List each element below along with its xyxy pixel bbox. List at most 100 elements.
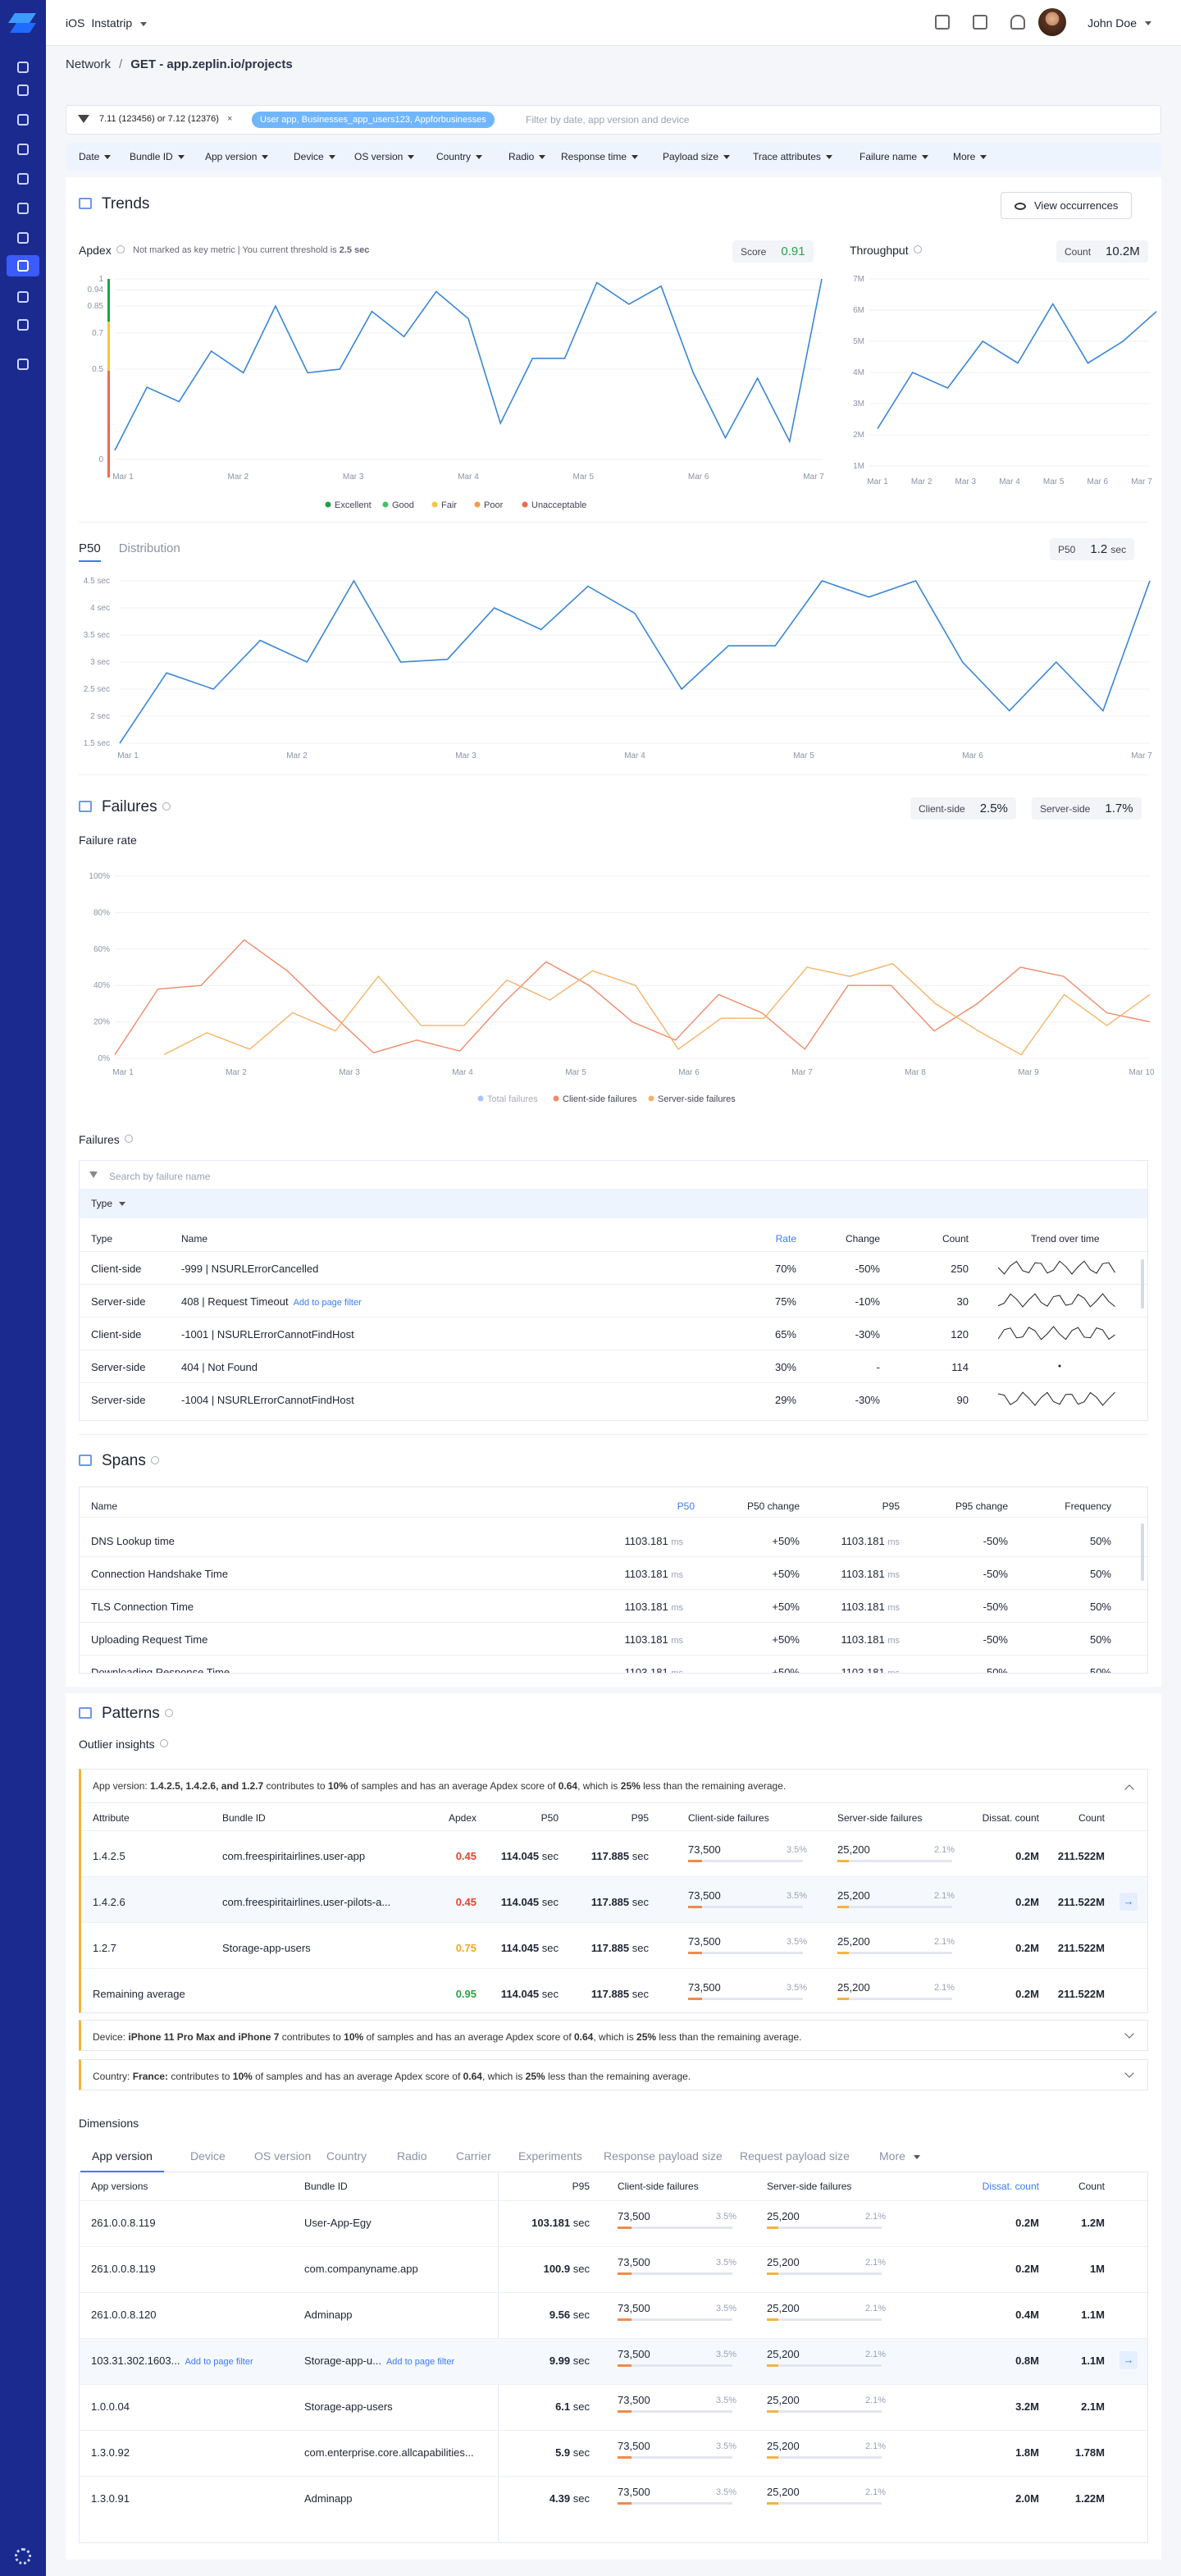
dashboard-icon[interactable]: [15, 82, 31, 98]
info-icon[interactable]: [124, 1135, 133, 1143]
package-icon[interactable]: [15, 171, 31, 187]
dimension-date[interactable]: Date: [79, 151, 112, 162]
failure-legend-item[interactable]: Total failures: [487, 1094, 538, 1104]
tab-device[interactable]: Device: [190, 2149, 226, 2163]
avatar[interactable]: [1038, 8, 1066, 36]
span-name[interactable]: Connection Handshake Time: [91, 1568, 228, 1580]
chevron-up-icon[interactable]: [1124, 1784, 1134, 1794]
bundle-id-value[interactable]: Adminapp: [304, 2309, 353, 2321]
dimensions-header-count[interactable]: Count: [1078, 2181, 1105, 2192]
dimension-failure-name[interactable]: Failure name: [860, 151, 929, 162]
span-name[interactable]: TLS Connection Time: [91, 1601, 194, 1613]
info-icon[interactable]: [116, 245, 125, 253]
image-icon[interactable]: [15, 230, 31, 246]
failures-header-change[interactable]: Change: [845, 1233, 880, 1245]
chevron-down-icon[interactable]: [1145, 21, 1151, 25]
span-name[interactable]: DNS Lookup time: [91, 1535, 175, 1547]
document-icon[interactable]: [973, 15, 987, 30]
dimension-app-version[interactable]: App version: [205, 151, 269, 162]
spans-header-p95[interactable]: P95: [882, 1500, 900, 1512]
dimension-more[interactable]: More: [953, 151, 987, 162]
app-version-value[interactable]: 1.0.0.04: [91, 2400, 130, 2413]
dimension-response-time[interactable]: Response time: [561, 151, 639, 162]
bundle-id-value[interactable]: com.enterprise.core.allcapabilities...: [304, 2446, 474, 2459]
chevron-down-icon[interactable]: [1124, 2029, 1134, 2039]
apps-icon[interactable]: [15, 356, 31, 372]
arrow-right-icon[interactable]: →: [1119, 2351, 1138, 2369]
dimension-payload-size[interactable]: Payload size: [663, 151, 731, 162]
failure-name[interactable]: -999 | NSURLErrorCancelled: [181, 1263, 319, 1275]
user-name[interactable]: John Doe: [1088, 16, 1137, 30]
app-version-value[interactable]: 261.0.0.8.119: [91, 2263, 156, 2275]
info-icon[interactable]: [162, 802, 171, 811]
spans-header-frequency[interactable]: Frequency: [1065, 1500, 1111, 1512]
failure-search-input[interactable]: Search by failure name: [109, 1171, 211, 1182]
bell-icon[interactable]: [1010, 15, 1025, 30]
failure-name[interactable]: -1004 | NSURLErrorCannotFindHost: [181, 1394, 354, 1406]
apdex-legend-item[interactable]: Good: [392, 500, 414, 510]
scrollbar[interactable]: [1141, 1259, 1144, 1309]
add-to-page-filter-link[interactable]: Add to page filter: [385, 2357, 455, 2367]
failure-name[interactable]: 404 | Not Found: [181, 1361, 258, 1373]
dimensions-header-p95[interactable]: P95: [572, 2181, 590, 2192]
failures-header-rate[interactable]: Rate: [775, 1233, 796, 1245]
filter-bar[interactable]: 7.11 (123456) or 7.12 (12376) × User app,…: [66, 105, 1161, 135]
inbox-icon[interactable]: [15, 141, 31, 158]
dimension-bundle-id[interactable]: Bundle ID: [130, 151, 185, 162]
add-to-page-filter-link[interactable]: Add to page filter: [185, 2357, 253, 2367]
tab-radio[interactable]: Radio: [397, 2149, 427, 2163]
info-icon[interactable]: [150, 1456, 159, 1464]
tab-request-payload-size[interactable]: Request payload size: [740, 2149, 850, 2163]
info-icon[interactable]: [159, 1739, 168, 1747]
filter-chip-version[interactable]: 7.11 (123456) or 7.12 (12376) ×: [99, 114, 233, 124]
checklist-icon[interactable]: [935, 15, 950, 30]
bundle-id-value[interactable]: Adminapp: [304, 2492, 353, 2505]
view-occurrences-button[interactable]: View occurrences: [1001, 192, 1133, 219]
tab-p50[interactable]: P50: [79, 541, 101, 562]
bundle-id-value[interactable]: com.companyname.app: [304, 2263, 418, 2275]
tab-carrier[interactable]: Carrier: [456, 2149, 491, 2163]
breadcrumb-parent[interactable]: Network: [66, 57, 112, 71]
failure-legend-item[interactable]: Client-side failures: [563, 1094, 637, 1104]
failures-header-trend-over-time[interactable]: Trend over time: [1031, 1233, 1100, 1245]
app-version-value[interactable]: 1.3.0.91: [91, 2492, 130, 2505]
scrollbar[interactable]: [1141, 1523, 1144, 1581]
chevron-down-icon[interactable]: [1124, 2068, 1134, 2078]
bundle-id-value[interactable]: Storage-app-users: [304, 2400, 393, 2413]
mobile-icon[interactable]: [15, 112, 31, 128]
alert-icon[interactable]: [15, 200, 31, 217]
tab-distribution[interactable]: Distribution: [118, 541, 180, 555]
tab-country[interactable]: Country: [326, 2149, 367, 2163]
failure-legend-item[interactable]: Server-side failures: [658, 1094, 736, 1104]
failure-name[interactable]: 408 | Request Timeout Add to page filter: [181, 1295, 362, 1308]
apdex-legend-item[interactable]: Fair: [441, 500, 457, 510]
filter-input[interactable]: Filter by date, app version and device: [526, 114, 690, 126]
apdex-legend-item[interactable]: Excellent: [335, 500, 372, 510]
span-name[interactable]: Downloading Response Time: [91, 1666, 230, 1674]
app-version-value[interactable]: 261.0.0.8.119: [91, 2217, 156, 2229]
app-version-value[interactable]: 1.3.0.92: [91, 2446, 130, 2459]
tab-app-version[interactable]: App version: [80, 2149, 164, 2172]
arrow-right-icon[interactable]: →: [1119, 1893, 1138, 1911]
span-name[interactable]: Uploading Request Time: [91, 1633, 208, 1646]
apdex-legend-item[interactable]: Poor: [484, 500, 504, 510]
dimensions-header-dissat-count[interactable]: Dissat. count: [982, 2181, 1039, 2192]
outlier-insight-country[interactable]: Country: France: contributes to 10% of s…: [79, 2059, 1148, 2090]
filter-chip-bundle[interactable]: User app, Businesses_app_users123, Appfo…: [252, 112, 495, 128]
close-icon[interactable]: ×: [226, 114, 233, 124]
app-switcher[interactable]: iOS Instatrip: [66, 16, 148, 30]
dimension-device[interactable]: Device: [294, 151, 335, 162]
bundle-id-value[interactable]: Storage-app-u... Add to page filter: [304, 2354, 455, 2367]
add-to-page-filter-link[interactable]: Add to page filter: [293, 1298, 362, 1308]
dimension-os-version[interactable]: OS version: [354, 151, 415, 162]
spans-header-p50-change[interactable]: P50 change: [746, 1500, 800, 1512]
apdex-legend-item[interactable]: Unacceptable: [531, 500, 586, 510]
app-version-value[interactable]: 103.31.302.1603... Add to page filter: [91, 2354, 253, 2367]
tab-os-version[interactable]: OS version: [254, 2149, 312, 2163]
spans-header-p95-change[interactable]: P95 change: [955, 1500, 1008, 1512]
info-icon[interactable]: [913, 245, 922, 253]
layers-icon[interactable]: [15, 289, 31, 305]
dimension-country[interactable]: Country: [436, 151, 483, 162]
bundle-id-value[interactable]: User-App-Egy: [304, 2217, 372, 2229]
spans-header-p50[interactable]: P50: [677, 1500, 695, 1512]
